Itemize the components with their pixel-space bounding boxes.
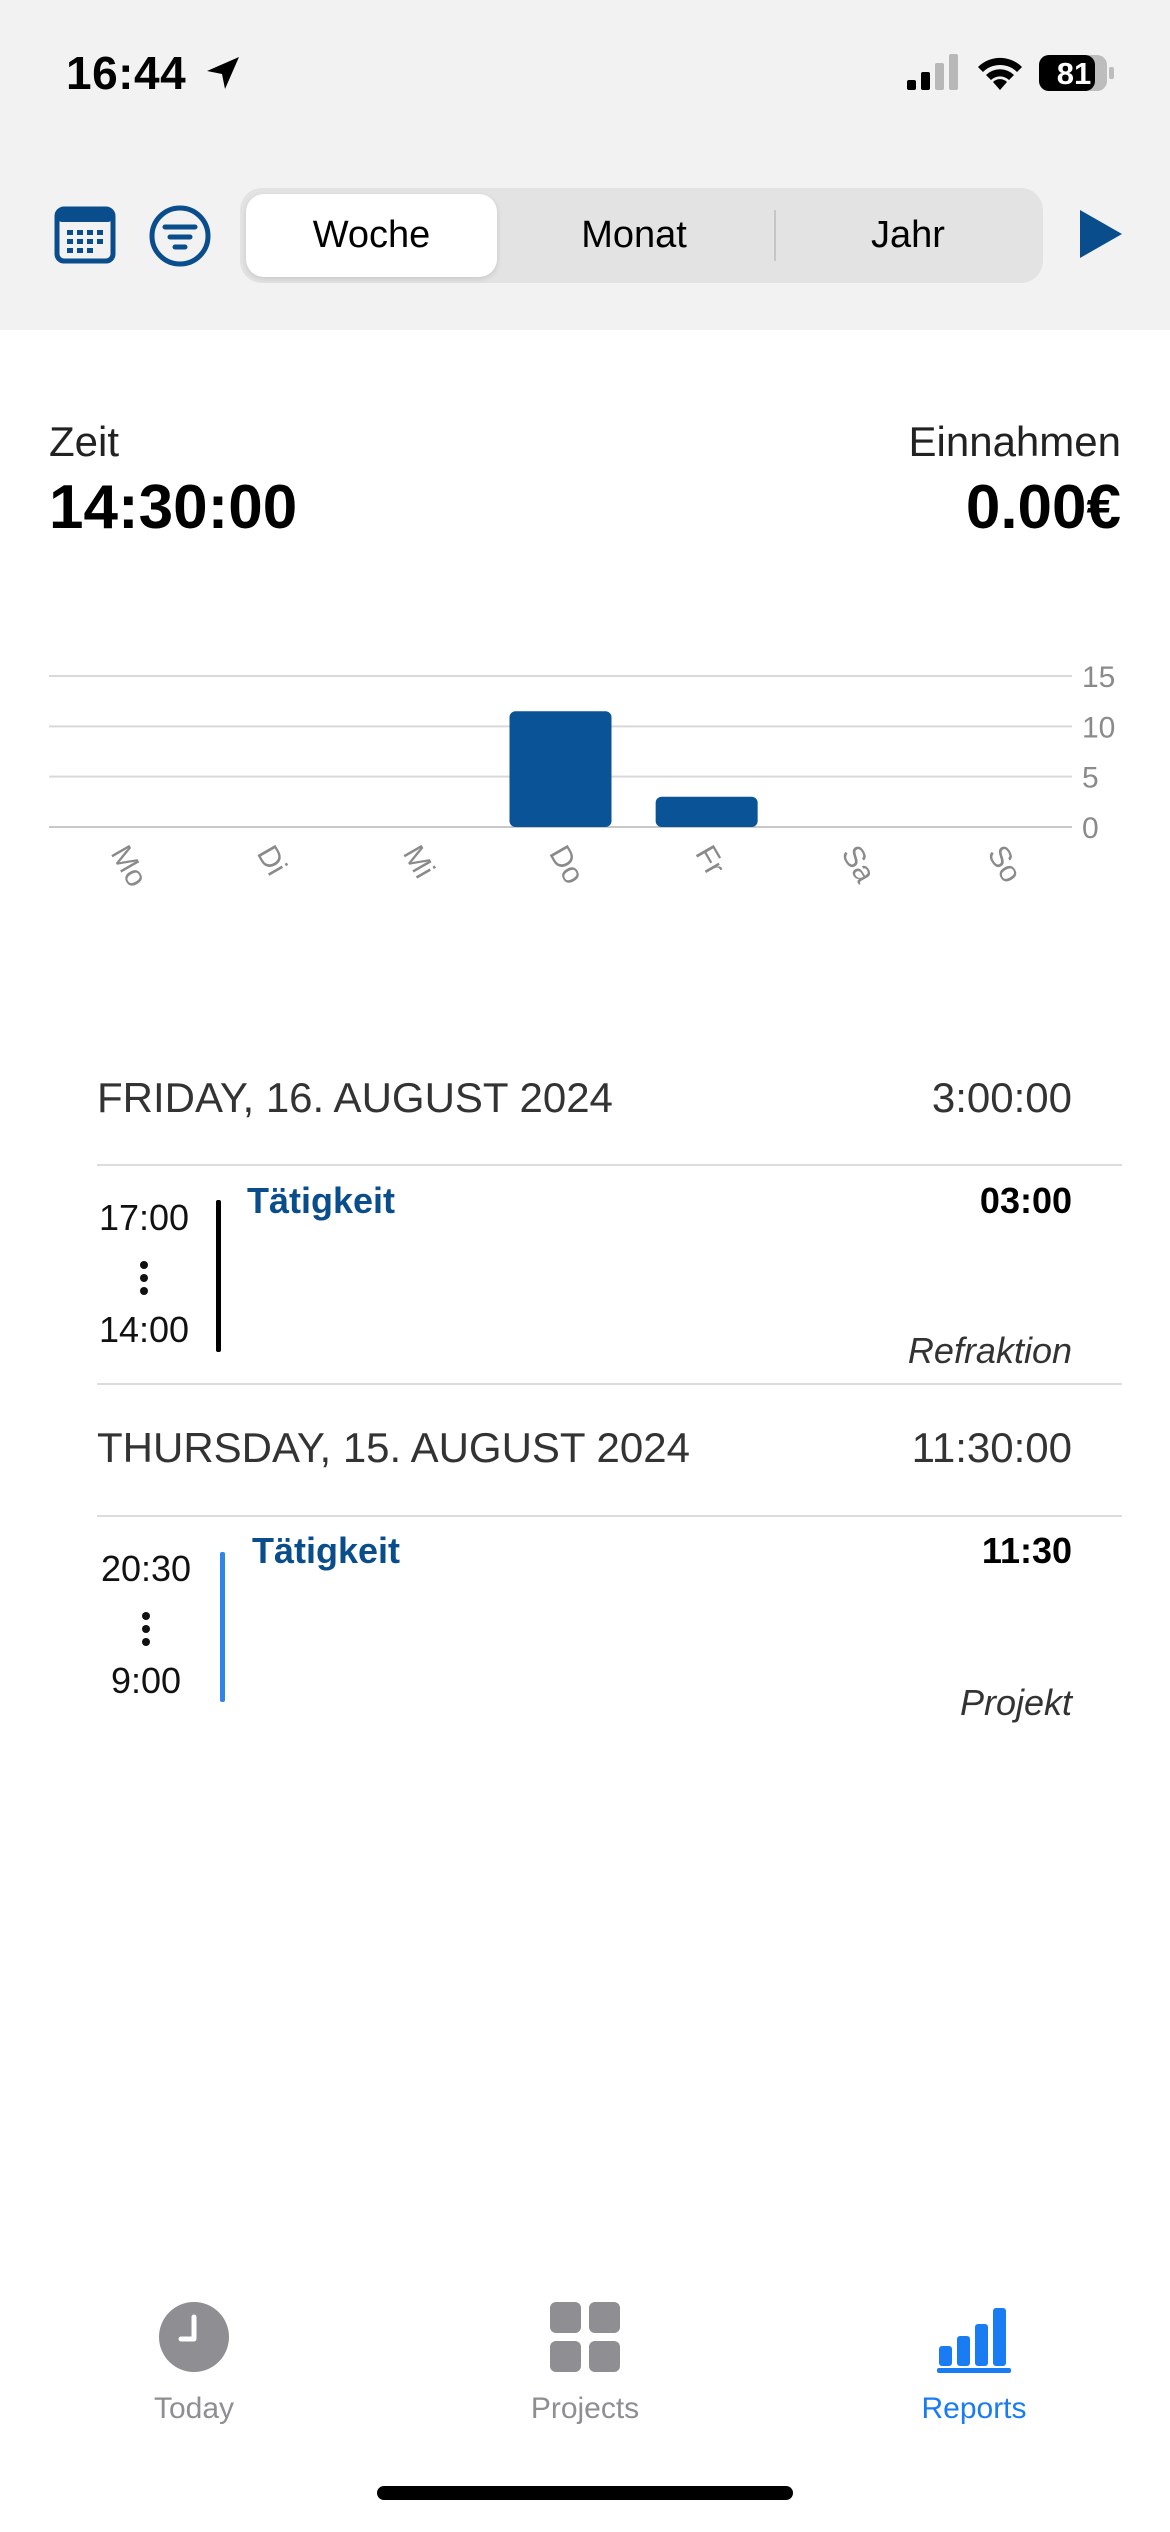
tab-reports[interactable]: Reports <box>849 2300 1099 2426</box>
chart-bar[interactable] <box>509 711 612 827</box>
y-tick-label: 10 <box>1082 711 1115 744</box>
entry-end-time: 20:30 <box>100 1548 192 1589</box>
entry-duration: 03:00 <box>979 1180 1072 1221</box>
tab-projects[interactable]: Projects <box>460 2300 710 2426</box>
x-tick-label: Mi <box>396 840 440 884</box>
chart-bar[interactable] <box>655 796 758 827</box>
battery-icon <box>1039 55 1114 91</box>
bar-chart-icon <box>937 2308 1011 2373</box>
battery-level: 81 <box>1056 56 1092 91</box>
time-label: Zeit <box>49 418 120 465</box>
day-title: FRIDAY, 16. AUGUST 2024 <box>97 1074 613 1121</box>
x-tick-label: Do <box>542 840 590 890</box>
income-label: Einnahmen <box>908 418 1121 465</box>
entry-start-time: 14:00 <box>98 1309 190 1350</box>
y-tick-label: 5 <box>1082 762 1099 795</box>
income-total: 0.00€ <box>965 473 1121 542</box>
segment-monat[interactable]: Monat <box>581 214 687 256</box>
more-vertical-icon <box>140 1261 148 1295</box>
entry-start-time: 9:00 <box>110 1660 182 1701</box>
divider <box>97 1383 1122 1385</box>
location-arrow-icon <box>207 57 239 89</box>
entry-project-color-bar <box>220 1552 225 1702</box>
filter-icon[interactable] <box>148 204 212 268</box>
entry-project: Projekt <box>959 1682 1072 1723</box>
x-tick-label: Di <box>250 840 293 881</box>
entry-end-time: 17:00 <box>98 1197 190 1238</box>
x-tick-label: Fr <box>689 840 732 881</box>
divider <box>97 1164 1122 1166</box>
x-tick-label: Mo <box>104 840 153 893</box>
weekly-hours-chart: 0 5 10 15 Mo Di Mi Do Fr Sa So <box>49 661 1115 893</box>
more-vertical-icon <box>142 1612 150 1646</box>
wifi-icon <box>978 57 1022 90</box>
home-indicator <box>377 2486 793 2500</box>
entry-duration: 11:30 <box>981 1530 1072 1571</box>
play-icon[interactable] <box>1074 206 1126 262</box>
day-title: THURSDAY, 15. AUGUST 2024 <box>97 1424 690 1471</box>
divider <box>97 1515 1122 1517</box>
calendar-icon[interactable] <box>54 206 116 264</box>
tab-label: Today <box>153 2392 235 2425</box>
x-tick-label: Sa <box>835 840 882 889</box>
entry-project: Refraktion <box>907 1330 1072 1371</box>
period-segmented-control[interactable]: Woche Monat Jahr <box>240 188 1043 283</box>
segment-woche[interactable]: Woche <box>246 194 497 277</box>
status-time: 16:44 <box>66 47 187 99</box>
y-tick-label: 0 <box>1082 812 1099 845</box>
segment-divider <box>774 210 776 261</box>
entry-title[interactable]: Tätigkeit <box>247 1180 396 1221</box>
cellular-signal-icon <box>907 54 958 90</box>
day-total: 3:00:00 <box>931 1074 1072 1121</box>
clock-icon <box>159 2302 229 2372</box>
grid-icon <box>550 2302 620 2372</box>
day-total: 11:30:00 <box>911 1424 1072 1471</box>
time-total: 14:30:00 <box>49 473 298 542</box>
tab-label: Reports <box>921 2392 1027 2425</box>
y-tick-label: 15 <box>1082 661 1115 694</box>
segment-jahr[interactable]: Jahr <box>871 214 945 256</box>
tab-today[interactable]: Today <box>69 2300 319 2426</box>
x-tick-label: So <box>981 840 1028 888</box>
tab-label: Projects <box>530 2392 640 2425</box>
entry-title[interactable]: Tätigkeit <box>252 1530 401 1571</box>
entry-project-color-bar <box>216 1200 221 1352</box>
